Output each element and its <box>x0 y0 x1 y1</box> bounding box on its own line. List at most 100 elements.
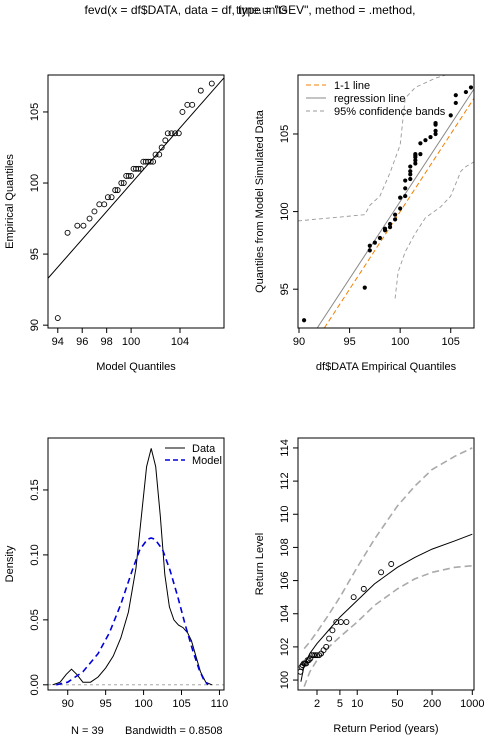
data-point <box>428 134 433 140</box>
data-point <box>367 243 372 248</box>
y-tick-label: 106 <box>279 571 291 589</box>
data-point <box>120 180 127 186</box>
data-point <box>172 130 179 137</box>
data-point <box>64 229 71 236</box>
data-point <box>323 643 330 650</box>
y-tick-label: 0.05 <box>29 609 41 630</box>
y-tick-label: 102 <box>279 638 291 656</box>
density-model-line <box>56 537 209 686</box>
y-axis-label: Return Level <box>254 533 266 595</box>
x-tick-label: 10 <box>351 698 363 710</box>
x-tick-label: 95 <box>343 336 355 348</box>
plot-area <box>48 77 224 322</box>
y-axis-label: Empirical Quantiles <box>4 154 16 249</box>
data-point <box>301 318 307 323</box>
data-point <box>128 172 135 179</box>
plot-frame <box>297 74 475 329</box>
legend-label: Model <box>192 455 222 467</box>
y-tick-label: 108 <box>279 538 291 556</box>
x-tick-label: 104 <box>171 336 189 348</box>
y-tick-label: 114 <box>279 439 291 457</box>
figure-title-overlap: time.units <box>236 3 288 17</box>
figure-title: fevd(x = df$DATA, data = df, type = "GEV… <box>0 3 500 17</box>
x-tick-label: 90 <box>293 336 305 348</box>
data-point <box>387 225 393 230</box>
y-tick-label: 105 <box>279 125 291 143</box>
legend-label: regression line <box>334 93 406 105</box>
data-point <box>326 635 333 642</box>
data-point <box>377 235 383 241</box>
y-tick-label: 112 <box>279 472 291 490</box>
plot-frame <box>47 437 225 691</box>
data-point <box>74 222 81 229</box>
data-point <box>367 248 372 253</box>
x-axis-label: Model Quantiles <box>96 361 176 373</box>
data-point <box>423 138 428 143</box>
regression-line <box>316 88 474 328</box>
x-tick-label: 95 <box>100 698 112 710</box>
y-tick-label: 104 <box>279 605 291 623</box>
ci-upper-line <box>303 447 473 650</box>
y-tick-label: 95 <box>29 248 41 260</box>
y-tick-label: 0.10 <box>29 544 41 565</box>
data-point <box>398 206 403 211</box>
data-point <box>393 217 398 222</box>
plot-frame <box>47 74 225 329</box>
data-point <box>125 172 132 179</box>
panel-model-quantile-plot: 94 96 98 100 104 90 95 100 105 Model Quantiles Emp… <box>4 74 225 373</box>
data-point <box>96 201 103 208</box>
data-point <box>298 668 304 675</box>
x-tick-label: 200 <box>423 698 441 710</box>
x-tick-label: 2 <box>314 698 320 710</box>
data-point <box>208 80 215 87</box>
y-tick-label: 100 <box>279 202 291 220</box>
data-point <box>413 161 418 166</box>
ci-lower-line <box>303 564 473 687</box>
y-tick-label: 100 <box>29 174 41 192</box>
data-point <box>350 594 357 601</box>
data-point <box>453 93 458 98</box>
y-tick-label: 0.15 <box>29 479 41 500</box>
data-point <box>433 121 438 126</box>
data-point <box>337 619 344 625</box>
x-tick-label: 1000 <box>460 698 484 710</box>
x-tick-label: 105 <box>172 698 190 710</box>
legend-label: 95% confidence bands <box>334 106 446 118</box>
figure-title-text: fevd(x = df$DATA, data = df, type = "GEV… <box>84 3 416 17</box>
data-point <box>362 285 367 290</box>
data-point <box>189 101 196 108</box>
confidence-band-upper <box>298 75 446 222</box>
data-point <box>403 186 408 191</box>
x-tick-label: 5 <box>337 698 343 710</box>
sample-size-label: N = 39 <box>71 725 104 737</box>
data-point <box>54 315 61 322</box>
data-point <box>433 131 438 137</box>
data-point <box>408 164 413 169</box>
data-point <box>147 158 154 165</box>
data-point <box>80 222 87 229</box>
data-point <box>137 165 144 172</box>
y-tick-label: 110 <box>279 505 291 523</box>
data-point <box>388 561 395 567</box>
x-tick-label: 100 <box>391 336 409 348</box>
data-point <box>162 137 169 144</box>
data-point <box>382 226 388 231</box>
data-point <box>403 193 408 199</box>
data-point <box>184 101 191 108</box>
legend-label: 1-1 line <box>334 80 370 92</box>
data-point <box>305 657 312 664</box>
x-axis-label: df$DATA Empirical Quantiles <box>316 361 457 373</box>
data-point <box>463 89 469 95</box>
data-point <box>101 201 108 208</box>
x-tick-label: 110 <box>211 698 229 710</box>
data-point <box>197 87 204 94</box>
data-point <box>408 169 413 174</box>
data-point <box>418 152 423 157</box>
x-tick-label: 90 <box>62 698 74 710</box>
data-point <box>393 212 398 217</box>
y-tick-label: 95 <box>279 283 291 295</box>
data-point <box>108 194 115 201</box>
plot-area <box>298 447 473 687</box>
data-point <box>135 165 142 172</box>
